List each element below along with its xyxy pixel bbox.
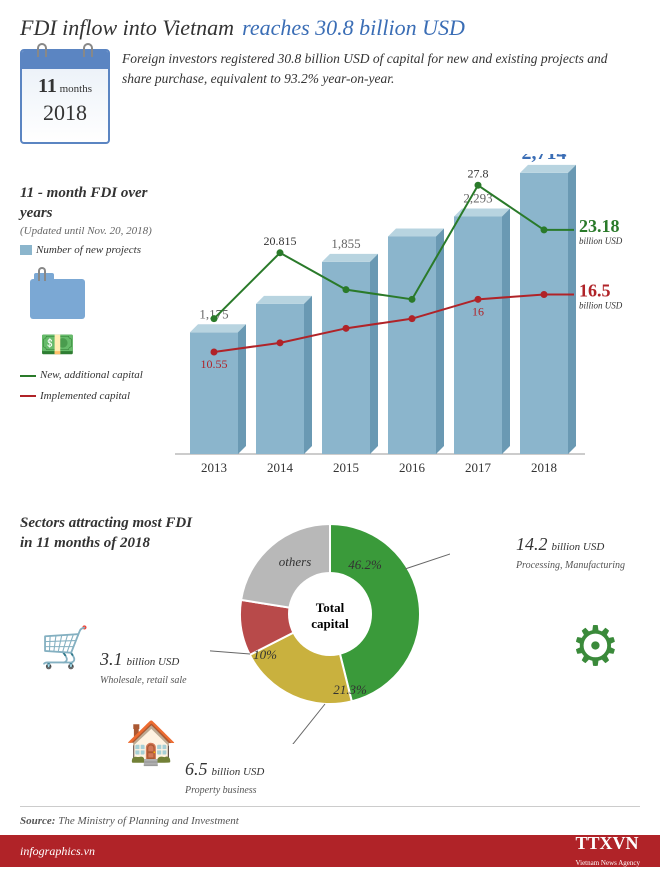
title-dark: FDI inflow into Vietnam xyxy=(20,15,234,41)
pie-label-manufacturing: 14.2 billion USD Processing, Manufacturi… xyxy=(516,534,625,573)
svg-text:2016: 2016 xyxy=(399,460,426,475)
svg-text:20.815: 20.815 xyxy=(264,234,297,248)
svg-text:2,714: 2,714 xyxy=(522,154,567,164)
house-icon: 🏠 xyxy=(125,719,177,768)
calendar-months: 11 months xyxy=(22,75,108,98)
svg-text:billion USD: billion USD xyxy=(579,236,623,246)
svg-text:2018: 2018 xyxy=(531,460,557,475)
title-blue: reaches 30.8 billion USD xyxy=(242,15,465,41)
svg-text:capital: capital xyxy=(311,616,349,631)
description: Foreign investors registered 30.8 billio… xyxy=(122,49,640,90)
calendar-icon: 11 months 2018 xyxy=(20,49,110,144)
pie-label-retail: 3.1 billion USD Wholesale, retail sale xyxy=(100,649,187,688)
money-icon: 💵 xyxy=(40,328,170,362)
svg-text:billion USD: billion USD xyxy=(579,301,623,311)
svg-text:1,855: 1,855 xyxy=(331,236,360,251)
svg-text:21.3%: 21.3% xyxy=(333,682,367,697)
svg-text:2017: 2017 xyxy=(465,460,492,475)
svg-text:2013: 2013 xyxy=(201,460,227,475)
svg-text:16.5: 16.5 xyxy=(579,281,611,301)
footer-logo: TTXVN Vietnam News Agency xyxy=(575,833,640,869)
svg-text:10.55: 10.55 xyxy=(201,357,228,371)
svg-text:others: others xyxy=(279,554,312,569)
footer-site: infographics.vn xyxy=(20,844,95,859)
svg-text:2015: 2015 xyxy=(333,460,359,475)
footer-bar: infographics.vn TTXVN Vietnam News Agenc… xyxy=(0,835,660,867)
legend-green: New, additional capital xyxy=(20,368,170,382)
cart-icon: 🛒 xyxy=(40,624,90,671)
calendar-year: 2018 xyxy=(22,100,108,126)
svg-text:2014: 2014 xyxy=(267,460,294,475)
svg-text:10%: 10% xyxy=(253,647,277,662)
chart-title: 11 - month FDI over years xyxy=(20,184,170,223)
bar-line-chart: 11 - month FDI over years (Updated until… xyxy=(20,154,640,494)
legend-red: Implemented capital xyxy=(20,389,170,403)
chart-subtitle: (Updated until Nov. 20, 2018) xyxy=(20,225,170,237)
page-title: FDI inflow into Vietnam reaches 30.8 bil… xyxy=(20,15,640,41)
chart-svg: 20131,175201420151,855201620172,29320182… xyxy=(175,154,655,494)
pie-label-property: 6.5 billion USD Property business xyxy=(185,759,264,798)
legend-bars: Number of new projects xyxy=(20,243,170,257)
source-line: Source: The Ministry of Planning and Inv… xyxy=(20,806,640,835)
svg-text:27.8: 27.8 xyxy=(468,166,489,180)
gear-icon: ⚙ xyxy=(571,614,620,678)
svg-text:Total: Total xyxy=(316,600,345,615)
footer: Source: The Ministry of Planning and Inv… xyxy=(0,806,660,867)
svg-text:23.18: 23.18 xyxy=(579,216,620,236)
svg-text:46.2%: 46.2% xyxy=(348,557,382,572)
folder-icon xyxy=(30,267,90,322)
pie-chart-svg: Totalcapital 46.2% 21.3% 10% others xyxy=(210,504,450,744)
svg-text:16: 16 xyxy=(472,304,484,318)
pie-section: Sectors attracting most FDI in 11 months… xyxy=(20,514,640,794)
